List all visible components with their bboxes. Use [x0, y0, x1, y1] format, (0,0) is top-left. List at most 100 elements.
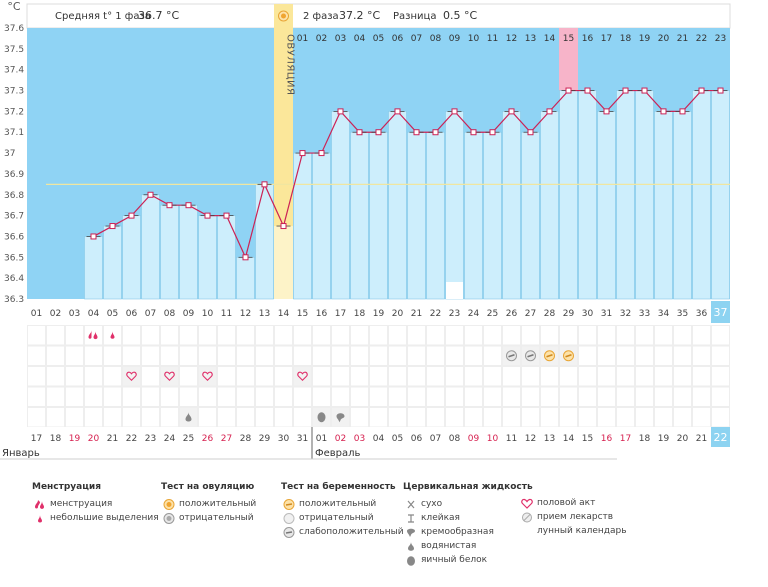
phase2-day-label: 11 [487, 34, 498, 44]
phase2-day-label: 14 [544, 34, 556, 44]
symbol-grid-cell [274, 366, 293, 387]
y-tick-label: 37.6 [4, 24, 24, 34]
symbol-grid-cell [635, 407, 654, 428]
diff-value: 0.5 °C [443, 9, 477, 22]
y-tick-label: 37.1 [4, 128, 24, 138]
phase2-day-label: 19 [639, 34, 651, 44]
symbol-grid-cell [103, 386, 122, 407]
temperature-point [90, 233, 97, 240]
symbol-grid-cell [255, 325, 274, 346]
temperature-point [280, 223, 287, 230]
symbol-grid-cell [426, 325, 445, 346]
heart-icon [164, 371, 175, 382]
symbol-grid-cell [521, 407, 540, 428]
watery-icon [185, 412, 192, 422]
symbol-grid-cell [293, 386, 312, 407]
symbol-grid-cell [464, 366, 483, 387]
symbol-grid-cell [46, 325, 65, 346]
cycle-day-label: 29 [563, 309, 575, 319]
y-tick-label: 36.7 [4, 212, 24, 222]
symbol-grid-cell [654, 386, 673, 407]
temperature-point [147, 191, 154, 198]
creamy-icon [407, 528, 415, 537]
symbol-grid-cell [103, 345, 122, 366]
symbol-grid-cell [312, 345, 331, 366]
symbol-grid-cell [274, 325, 293, 346]
temperature-point [261, 181, 268, 188]
cycle-day-label: 25 [487, 309, 498, 319]
symbol-grid-cell [160, 386, 179, 407]
diff-label: Разница [393, 11, 436, 22]
legend-title: Менструация [32, 482, 101, 492]
y-tick-label: 36.9 [4, 170, 24, 180]
ovulation-negative-icon [163, 513, 175, 524]
symbol-grid-cell [65, 407, 84, 428]
symbol-grid-cell [46, 407, 65, 428]
calendar-date-label: 21 [107, 434, 118, 444]
temperature-point [128, 212, 135, 219]
temperature-bar [635, 90, 654, 300]
symbol-grid-cell [141, 366, 160, 387]
y-tick-label: 36.8 [4, 191, 24, 201]
heart-icon [521, 498, 533, 509]
legend-item: положительный [281, 497, 404, 511]
cycle-day-row [27, 300, 730, 324]
calendar-date-label: 27 [221, 434, 232, 444]
phase2-day-cell [673, 29, 691, 46]
phase2-day-cell [312, 29, 330, 46]
creamy-icon [336, 413, 345, 423]
symbol-grid-cell [46, 386, 65, 407]
symbol-grid-cell [198, 407, 217, 428]
symbol-grid-cell [464, 386, 483, 407]
symbol-grid-cell [502, 386, 521, 407]
cycle-day-label: 18 [354, 309, 366, 319]
symbol-grid-cell [502, 325, 521, 346]
temperature-bar [331, 111, 350, 300]
phase2-value: 37.2 °C [339, 9, 380, 22]
temperature-point [185, 202, 192, 209]
legend-item: положительный [161, 497, 256, 511]
symbol-grid-cell [540, 366, 559, 387]
temperature-point [375, 129, 382, 136]
heart-icon [202, 371, 213, 382]
phase2-day-label: 12 [506, 34, 517, 44]
legend-pregnancy-test: Тест на беременность положительный отриц… [281, 482, 404, 539]
cycle-day-label: 15 [297, 309, 308, 319]
cycle-day-label: 36 [696, 309, 708, 319]
symbol-grid-cell [103, 407, 122, 428]
intercourse-cell-bg [199, 367, 216, 386]
temperature-bar [160, 204, 179, 300]
symbol-grid-cell [388, 325, 407, 346]
symbol-grid-cell [597, 366, 616, 387]
temperature-point [337, 108, 344, 115]
phase2-day-cell [692, 29, 710, 46]
today-cell [711, 427, 730, 447]
symbol-grid-cell [521, 386, 540, 407]
legend-item: отрицательный [281, 511, 404, 525]
lunar-icon-bg [446, 282, 463, 299]
cycle-day-label: 03 [69, 309, 80, 319]
symbol-grid-cell [293, 345, 312, 366]
temperature-point [451, 108, 458, 115]
calendar-date-label: 16 [601, 434, 613, 444]
symbol-grid-cell [388, 366, 407, 387]
symbol-grid-cell [711, 366, 730, 387]
symbol-grid-cell [673, 366, 692, 387]
symbol-grid-cell [559, 366, 578, 387]
symbol-grid-cell [179, 345, 198, 366]
bars-layer [84, 28, 730, 300]
symbol-grid-cell [445, 366, 464, 387]
cycle-day-label: 04 [88, 309, 100, 319]
cycle-day-label: 05 [107, 309, 118, 319]
temperature-point [641, 87, 648, 94]
symbol-grid-cell [559, 407, 578, 428]
cycle-day-label: 27 [525, 309, 536, 319]
temperature-bar [540, 111, 559, 300]
symbol-grid-cell [369, 386, 388, 407]
last-day-cell [711, 301, 730, 323]
symbol-grid-cell [635, 345, 654, 366]
symbol-grid-cell [654, 325, 673, 346]
symbol-grid-cell [502, 366, 521, 387]
ovulation-positive-icon-core [281, 13, 286, 19]
cycle-day-label: 23 [449, 309, 460, 319]
